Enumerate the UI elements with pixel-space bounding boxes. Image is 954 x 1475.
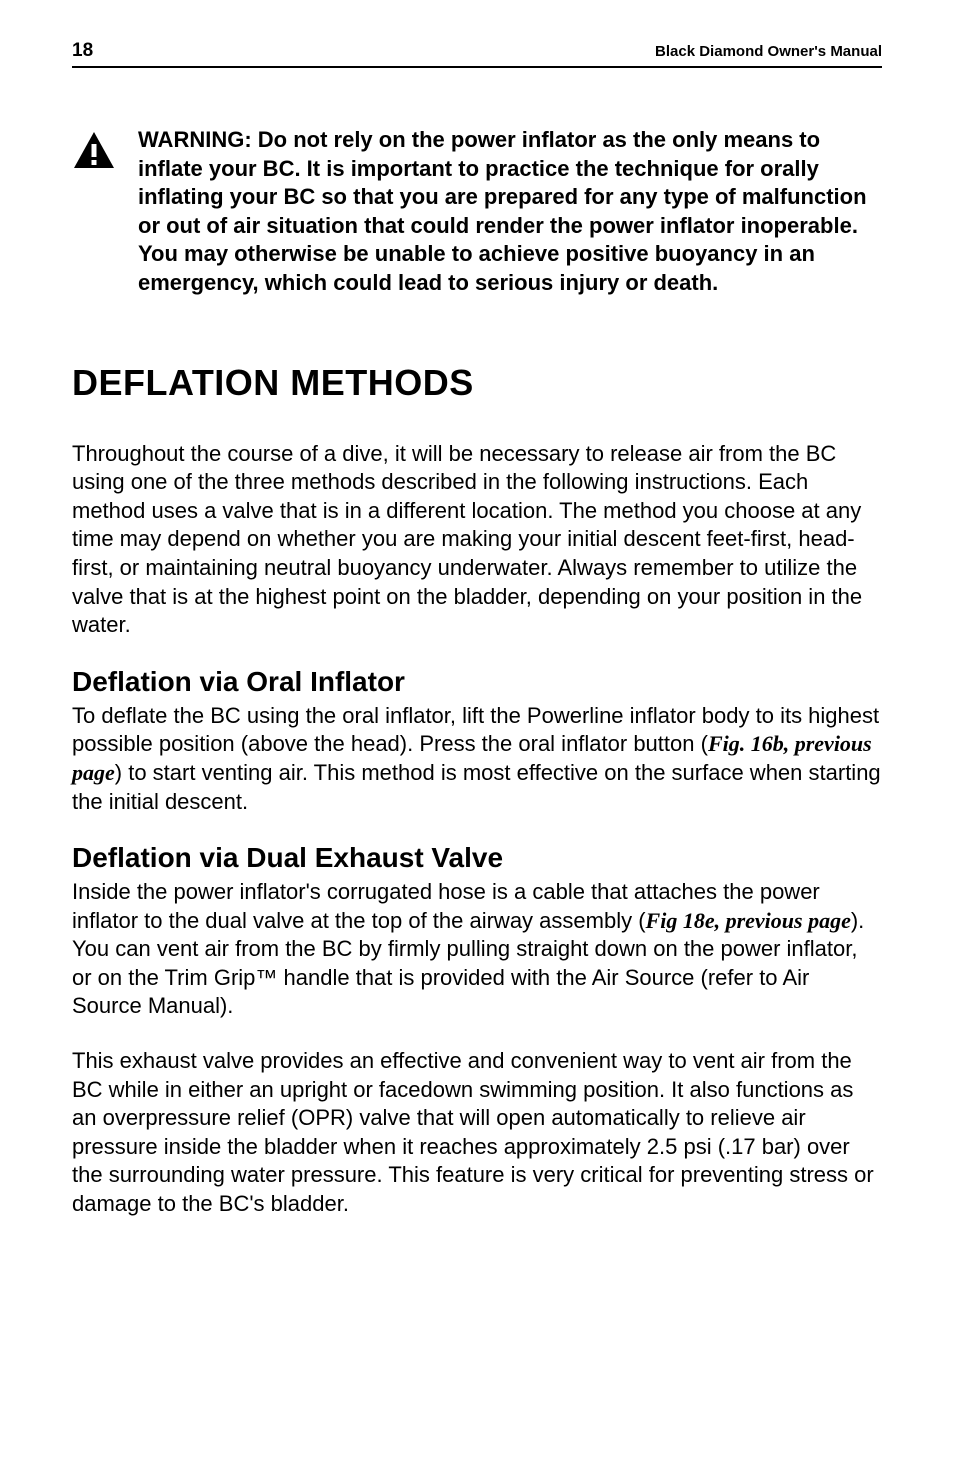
subheading-dual-exhaust: Deflation via Dual Exhaust Valve: [72, 842, 882, 874]
section-title: DEFLATION METHODS: [72, 362, 882, 404]
manual-page: 18 Black Diamond Owner's Manual WARNING:…: [0, 0, 954, 1475]
header-title: Black Diamond Owner's Manual: [655, 43, 882, 60]
warning-block: WARNING: Do not rely on the power inflat…: [72, 126, 882, 298]
figure-reference: Fig 18e, previous page: [646, 908, 851, 933]
intro-paragraph: Throughout the course of a dive, it will…: [72, 440, 882, 640]
warning-text: WARNING: Do not rely on the power inflat…: [138, 126, 882, 298]
page-number: 18: [72, 40, 93, 62]
page-header: 18 Black Diamond Owner's Manual: [72, 40, 882, 68]
oral-inflator-paragraph: To deflate the BC using the oral inflato…: [72, 702, 882, 816]
text-fragment: ) to start venting air. This method is m…: [72, 760, 881, 814]
warning-icon: [72, 130, 116, 175]
dual-exhaust-paragraph-2: This exhaust valve provides an effective…: [72, 1047, 882, 1219]
subheading-oral-inflator: Deflation via Oral Inflator: [72, 666, 882, 698]
dual-exhaust-paragraph-1: Inside the power inflator's corrugated h…: [72, 878, 882, 1021]
